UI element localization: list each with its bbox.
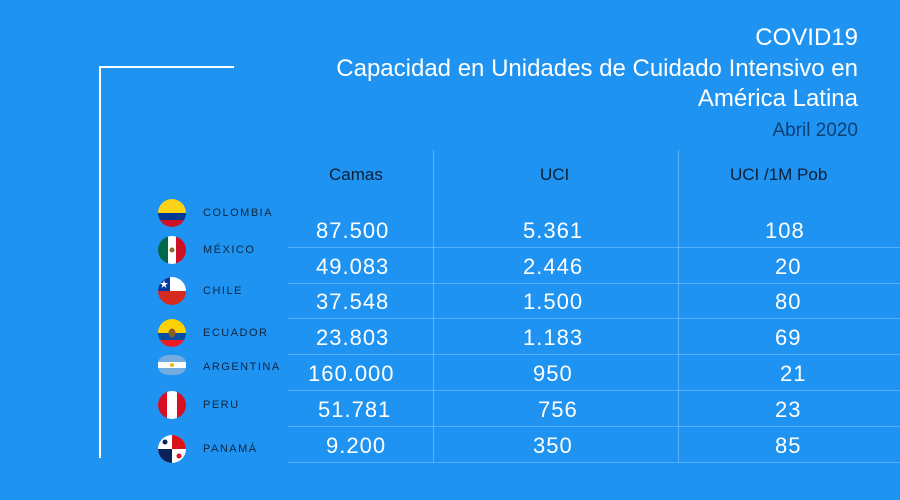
country-name: COLOMBIA bbox=[203, 207, 274, 219]
country-chile: CHILE bbox=[158, 277, 288, 307]
panama-flag-icon bbox=[158, 435, 186, 463]
country-ecuador: ECUADOR bbox=[158, 319, 288, 349]
argentina-flag-icon bbox=[158, 355, 186, 375]
cell-uci-per-million: 80 bbox=[775, 289, 802, 314]
country-name: PERU bbox=[203, 399, 240, 411]
cell-uci-per-million: 69 bbox=[775, 325, 802, 350]
cell-camas: 37.548 bbox=[316, 289, 390, 314]
cell-uci-per-million: 20 bbox=[775, 254, 802, 279]
cell-uci-per-million: 21 bbox=[780, 361, 807, 386]
cell-uci-per-million: 108 bbox=[765, 218, 805, 243]
title-date: Abril 2020 bbox=[772, 120, 858, 141]
cell-camas: 160.000 bbox=[308, 361, 395, 386]
country-peru: PERU bbox=[158, 391, 288, 421]
row-divider bbox=[288, 318, 900, 319]
mexico-flag-icon bbox=[158, 236, 186, 264]
country-name: MÉXICO bbox=[203, 244, 256, 256]
cell-uci: 1.183 bbox=[523, 325, 584, 350]
column-header-camas: Camas bbox=[329, 165, 383, 184]
title-line-2: Capacidad en Unidades de Cuidado Intensi… bbox=[336, 55, 858, 82]
country-panama: PANAMÁ bbox=[158, 435, 288, 465]
row-divider bbox=[288, 247, 900, 248]
cell-uci: 1.500 bbox=[523, 289, 584, 314]
colombia-flag-icon bbox=[158, 199, 186, 227]
title-block: COVID19 Capacidad en Unidades de Cuidado… bbox=[336, 22, 858, 146]
chile-flag-icon bbox=[158, 277, 186, 305]
cell-uci: 350 bbox=[533, 433, 573, 458]
title-line-1: COVID19 bbox=[755, 24, 858, 51]
cell-uci: 950 bbox=[533, 361, 573, 386]
country-name: CHILE bbox=[203, 285, 243, 297]
country-argentina: ARGENTINA bbox=[158, 353, 288, 383]
row-divider bbox=[288, 426, 900, 427]
cell-camas: 23.803 bbox=[316, 325, 390, 350]
decorative-bracket-top bbox=[99, 66, 234, 68]
row-divider bbox=[288, 462, 900, 463]
column-separator bbox=[678, 150, 679, 462]
decorative-bracket-left bbox=[99, 66, 101, 458]
country-name: ARGENTINA bbox=[203, 361, 281, 373]
country-name: PANAMÁ bbox=[203, 443, 258, 455]
country-mexico: MÉXICO bbox=[158, 236, 288, 266]
country-name: ECUADOR bbox=[203, 327, 269, 339]
cell-uci-per-million: 23 bbox=[775, 397, 802, 422]
cell-camas: 51.781 bbox=[318, 397, 392, 422]
row-divider bbox=[288, 354, 900, 355]
row-divider bbox=[288, 283, 900, 284]
row-divider bbox=[288, 390, 900, 391]
ecuador-flag-icon bbox=[158, 319, 186, 347]
cell-camas: 49.083 bbox=[316, 254, 390, 279]
cell-camas: 9.200 bbox=[326, 433, 387, 458]
title-line-3: América Latina bbox=[697, 85, 858, 112]
cell-uci: 2.446 bbox=[523, 254, 584, 279]
cell-uci: 5.361 bbox=[523, 218, 584, 243]
cell-uci-per-million: 85 bbox=[775, 433, 802, 458]
cell-uci: 756 bbox=[538, 397, 578, 422]
peru-flag-icon bbox=[158, 391, 186, 419]
column-header-uci: UCI bbox=[540, 165, 570, 184]
column-separator bbox=[433, 150, 434, 462]
country-colombia: COLOMBIA bbox=[158, 199, 288, 229]
column-header-uci-per-million: UCI /1M Pob bbox=[730, 165, 828, 184]
cell-camas: 87.500 bbox=[316, 218, 390, 243]
